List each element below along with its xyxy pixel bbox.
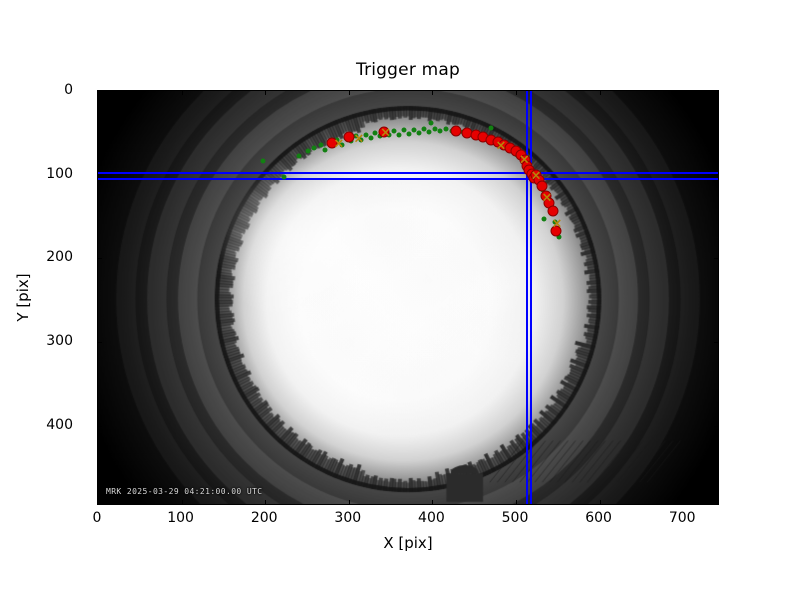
x-tick-label: 600 xyxy=(585,510,612,526)
x-tick xyxy=(265,91,267,95)
x-tick xyxy=(432,91,434,95)
x-tick xyxy=(348,91,350,95)
x-tick xyxy=(348,500,350,504)
x-axis-label: X [pix] xyxy=(383,534,433,552)
x-tick-label: 100 xyxy=(167,510,194,526)
y-tick xyxy=(714,425,718,427)
y-tick xyxy=(98,174,102,176)
x-tick-label: 500 xyxy=(501,510,529,526)
y-tick xyxy=(98,258,102,260)
y-tick-label: 300 xyxy=(46,333,73,349)
y-tick-label: 100 xyxy=(46,165,73,182)
x-tick xyxy=(683,91,685,95)
x-tick xyxy=(265,500,267,504)
y-tick xyxy=(98,91,102,92)
x-tick-label: 0 xyxy=(92,510,102,526)
x-tick xyxy=(516,91,517,95)
x-tick xyxy=(516,500,517,504)
y-tick-label: 400 xyxy=(46,416,73,433)
x-tick xyxy=(599,500,601,504)
x-tick-label: 300 xyxy=(334,510,362,526)
frame-timestamp: MRK 2025-03-29 04:21:00.00 UTC xyxy=(106,487,263,496)
x-tick xyxy=(683,500,685,504)
x-tick-label: 700 xyxy=(668,510,696,526)
x-tick xyxy=(181,91,183,95)
x-tick xyxy=(599,91,601,95)
plot-axes[interactable]: MRK 2025-03-29 04:21:00.00 UTC × × × × × × × × xyxy=(97,90,719,505)
x-tick-label: 200 xyxy=(250,510,278,526)
y-axis-label: Y [pix] xyxy=(14,273,32,322)
y-tick-label: 200 xyxy=(46,249,73,266)
x-tick xyxy=(181,500,183,504)
x-tick xyxy=(98,500,99,504)
allsky-camera-image xyxy=(98,91,718,504)
y-tick-label: 0 xyxy=(64,82,73,98)
y-tick xyxy=(714,342,718,343)
x-tick-label: 400 xyxy=(418,510,445,526)
page-title: Trigger map xyxy=(355,60,460,80)
y-tick xyxy=(714,174,718,176)
x-tick xyxy=(432,500,434,504)
y-tick xyxy=(98,425,102,427)
y-tick xyxy=(714,258,718,260)
y-tick xyxy=(714,91,718,92)
y-tick xyxy=(98,342,102,343)
x-tick xyxy=(98,91,99,95)
